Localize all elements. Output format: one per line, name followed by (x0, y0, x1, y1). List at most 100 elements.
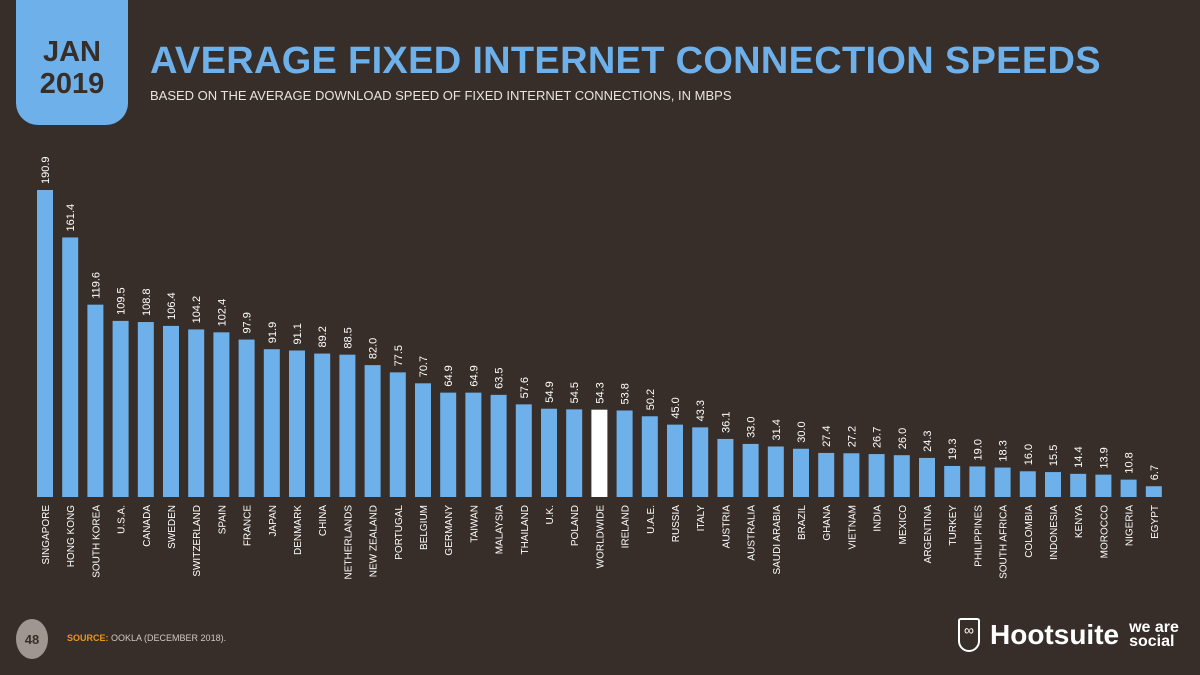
category-label: JAPAN (268, 505, 279, 537)
bar-kenya (1070, 473, 1087, 497)
category-label: MOROCCO (1099, 505, 1110, 559)
category-label: INDIA (873, 505, 884, 532)
page-number: 48 (16, 619, 48, 659)
value-label: 161.4 (65, 204, 77, 232)
value-label: 19.0 (972, 439, 984, 460)
category-label: BRAZIL (797, 505, 808, 540)
bar-south-korea (87, 304, 104, 497)
category-label: IRELAND (621, 505, 632, 548)
bar-china (314, 353, 331, 497)
category-label: SWEDEN (167, 505, 178, 549)
bar-india (868, 454, 885, 497)
value-label: 24.3 (922, 430, 934, 451)
bar-saudi-arabia (767, 446, 784, 497)
category-label: KENYA (1074, 505, 1085, 538)
bar-japan (263, 349, 280, 497)
category-label: HONG KONG (66, 505, 77, 567)
value-label: 77.5 (393, 345, 405, 366)
bar-spain (213, 332, 230, 497)
value-label: 91.9 (267, 322, 279, 343)
value-label: 6.7 (1149, 465, 1161, 480)
hootsuite-owl-icon: ∞ (958, 618, 980, 652)
bar-egypt (1145, 486, 1162, 497)
category-label: DENMARK (293, 505, 304, 555)
bar-sweden (163, 325, 179, 497)
bar-new-zealand (364, 365, 381, 497)
value-label: 19.3 (947, 439, 959, 460)
bar-worldwide (591, 409, 608, 497)
bar-poland (566, 409, 583, 497)
category-label: COLOMBIA (1024, 505, 1035, 558)
bar-u-a-e- (641, 416, 658, 497)
category-label: INDONESIA (1049, 505, 1060, 560)
value-label: 82.0 (368, 338, 380, 359)
value-label: 106.4 (166, 292, 178, 320)
brand-logos: ∞ Hootsuite we are social (958, 618, 1179, 652)
value-label: 102.4 (216, 299, 228, 327)
value-label: 97.9 (242, 312, 254, 333)
bar-u-s-a- (112, 320, 129, 497)
value-label: 31.4 (771, 419, 783, 440)
value-label: 50.2 (645, 389, 657, 410)
value-label: 190.9 (40, 156, 52, 184)
value-label: 119.6 (90, 272, 102, 299)
value-label: 33.0 (746, 417, 758, 438)
bar-netherlands (339, 354, 356, 497)
value-label: 109.5 (116, 287, 128, 315)
bar-austria (717, 438, 734, 497)
value-label: 88.5 (342, 327, 354, 348)
category-label: SINGAPORE (41, 505, 52, 565)
bar-australia (742, 443, 759, 497)
category-label: CHINA (318, 505, 329, 536)
value-label: 54.9 (544, 381, 556, 402)
bar-nigeria (1120, 479, 1137, 497)
bar-italy (692, 427, 709, 497)
value-label: 26.7 (872, 427, 884, 448)
value-label: 70.7 (418, 356, 430, 377)
category-label: U.A.E. (646, 505, 657, 534)
category-label: SOUTH AFRICA (999, 505, 1010, 579)
hootsuite-logo: Hootsuite (990, 619, 1120, 650)
category-label: THAILAND (520, 505, 531, 554)
value-label: 36.1 (720, 412, 732, 433)
category-label: SOUTH KOREA (91, 505, 102, 578)
page-subtitle: BASED ON THE AVERAGE DOWNLOAD SPEED OF F… (150, 88, 732, 103)
category-label: GHANA (822, 505, 833, 541)
bar-ghana (818, 452, 835, 497)
bar-france (238, 339, 255, 497)
bar-philippines (969, 466, 986, 497)
bar-ireland (616, 410, 633, 497)
category-label: MEXICO (898, 505, 909, 545)
category-label: NETHERLANDS (343, 505, 354, 580)
category-label: TAIWAN (469, 505, 480, 543)
bar-russia (667, 424, 683, 497)
value-label: 43.3 (695, 400, 707, 421)
category-label: SWITZERLAND (192, 505, 203, 577)
value-label: 30.0 (796, 421, 808, 442)
category-label: U.S.A. (117, 505, 128, 534)
bar-colombia (1019, 471, 1036, 497)
category-label: EGYPT (1150, 505, 1161, 539)
category-label: TURKEY (948, 505, 959, 546)
value-label: 54.5 (569, 382, 581, 403)
date-month: JAN (42, 35, 101, 68)
date-badge: JAN 2019 (16, 0, 128, 125)
category-label: U.K. (545, 505, 556, 524)
bar-denmark (289, 350, 305, 497)
category-label: SAUDI ARABIA (772, 505, 783, 575)
bar-hong-kong (62, 237, 79, 497)
value-label: 15.5 (1048, 445, 1060, 466)
value-label: 13.9 (1098, 447, 1110, 468)
value-label: 64.9 (468, 365, 480, 386)
value-label: 16.0 (1023, 444, 1035, 465)
bar-malaysia (490, 394, 507, 497)
category-label: RUSSIA (671, 505, 682, 543)
value-label: 45.0 (670, 397, 682, 418)
value-label: 89.2 (317, 326, 329, 347)
category-label: FRANCE (243, 505, 254, 546)
we-are-social-logo: we are social (1129, 619, 1179, 650)
bar-thailand (515, 404, 532, 497)
bar-argentina (919, 457, 935, 497)
category-label: PHILIPPINES (973, 505, 984, 567)
value-label: 57.6 (519, 377, 531, 398)
